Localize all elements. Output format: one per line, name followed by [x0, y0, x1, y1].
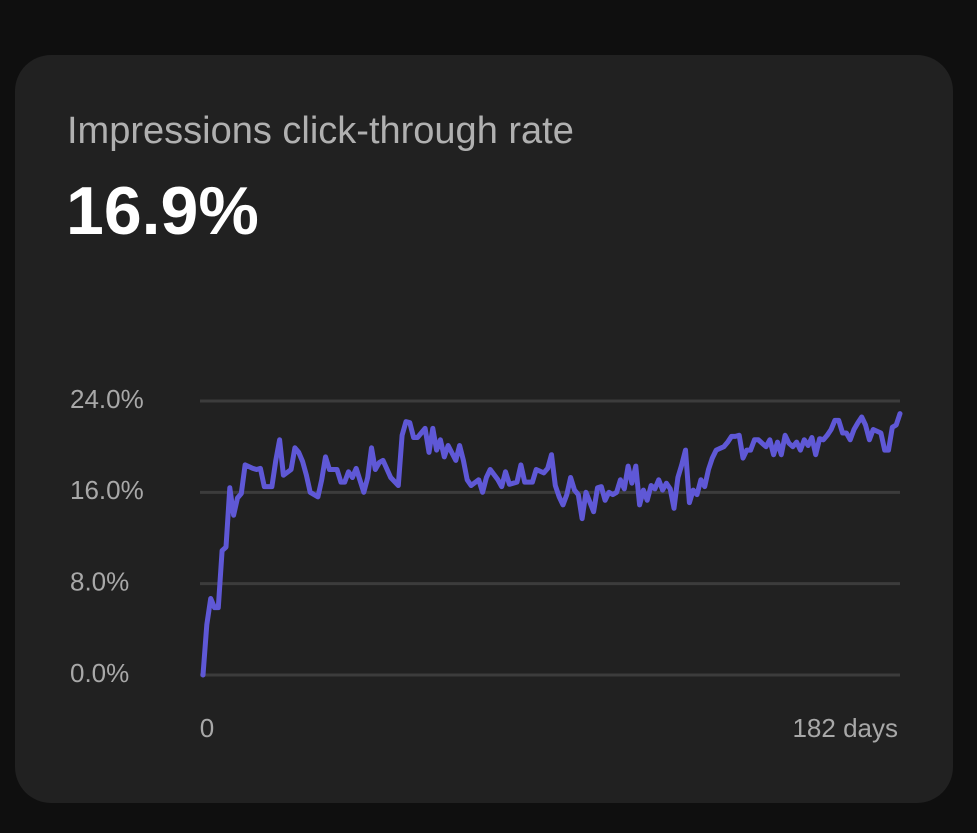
headline-value: 16.9% [66, 173, 259, 249]
series-line [200, 411, 903, 678]
y-tick-label: 0.0% [70, 658, 129, 688]
y-tick-label: 8.0% [70, 567, 129, 597]
y-tick-label: 24.0% [70, 384, 144, 414]
x-tick-label: 0 [200, 713, 214, 743]
y-tick-label: 16.0% [70, 475, 144, 505]
x-tick-label: 182 days [792, 713, 898, 743]
card [15, 55, 953, 803]
plot: 0.0% 8.0% 16.0% 24.0% 0 182 days [70, 384, 903, 743]
card-title: Impressions click-through rate [67, 110, 574, 152]
